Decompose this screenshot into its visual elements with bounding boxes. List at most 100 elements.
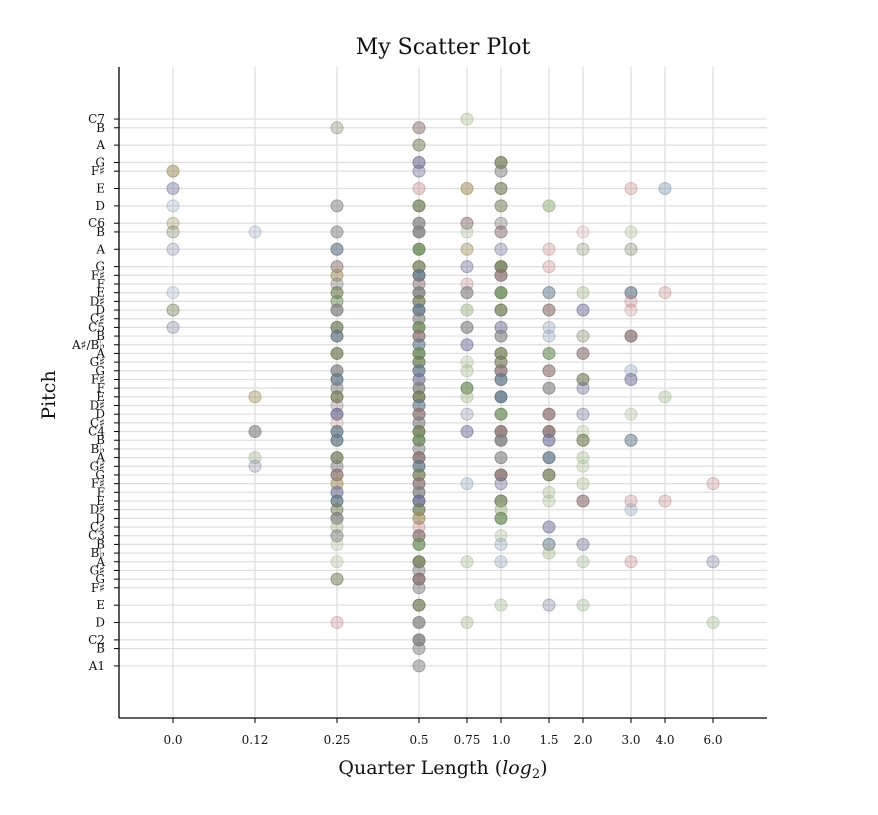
data-point: [576, 346, 590, 360]
data-point: [248, 451, 262, 465]
data-point: [542, 494, 556, 508]
data-point: [494, 477, 508, 491]
y-tick-label: E: [96, 286, 105, 300]
data-point: [330, 303, 344, 317]
data-point: [542, 260, 556, 274]
data-point: [166, 242, 180, 256]
y-tick-label: D: [95, 511, 105, 525]
data-point: [624, 182, 638, 196]
y-tick-label: G: [95, 572, 105, 586]
data-point: [576, 225, 590, 239]
data-point: [494, 372, 508, 386]
data-point: [412, 199, 426, 213]
data-point: [576, 303, 590, 317]
data-point: [624, 294, 638, 308]
data-point: [494, 451, 508, 465]
data-point: [412, 537, 426, 551]
data-point: [624, 494, 638, 508]
x-axis-label-subscript: 2: [532, 767, 540, 782]
data-point: [542, 286, 556, 300]
x-tick-label: 1.0: [491, 733, 510, 747]
y-tick-label: C5: [88, 320, 105, 334]
data-point: [412, 642, 426, 656]
x-tick-label: 3.0: [621, 733, 640, 747]
y-tick-label: C7: [88, 112, 105, 126]
data-point: [330, 329, 344, 343]
data-point: [460, 477, 474, 491]
data-point: [542, 303, 556, 317]
data-point: [460, 182, 474, 196]
data-point: [330, 529, 344, 543]
data-point: [542, 433, 556, 447]
data-point: [542, 520, 556, 534]
data-point: [624, 503, 638, 517]
data-point: [542, 468, 556, 482]
x-axis-label-close: ): [540, 757, 547, 779]
data-point: [706, 616, 720, 630]
y-tick-label: A: [95, 451, 105, 465]
data-point: [658, 286, 672, 300]
x-axis-label-math: log: [502, 757, 532, 779]
data-point: [494, 286, 508, 300]
data-point: [576, 329, 590, 343]
data-point: [658, 182, 672, 196]
data-point: [460, 225, 474, 239]
data-point: [576, 242, 590, 256]
data-point: [494, 598, 508, 612]
y-tick-label: D: [95, 303, 105, 317]
data-point: [542, 242, 556, 256]
data-point: [494, 390, 508, 404]
y-tick-label: A: [95, 555, 105, 569]
data-point: [460, 407, 474, 421]
data-point: [166, 303, 180, 317]
data-point: [624, 329, 638, 343]
data-point: [330, 225, 344, 239]
data-point: [166, 164, 180, 178]
data-point: [166, 286, 180, 300]
y-tick-label: C♯: [90, 520, 105, 534]
data-point: [624, 555, 638, 569]
data-point: [412, 581, 426, 595]
y-axis-label: Pitch: [38, 370, 60, 419]
x-axis-label-text: Quarter Length (: [338, 757, 502, 779]
y-axis-ticks: A1BC2DEF♯GG♯AB♭BC3C♯DD♯EFF♯GG♯AB♭BC4C♯DD…: [71, 112, 119, 673]
data-point: [576, 381, 590, 395]
y-tick-label: B: [96, 433, 105, 447]
data-point: [330, 242, 344, 256]
data-point: [576, 477, 590, 491]
y-tick-label: D: [95, 407, 105, 421]
x-tick-label: 1.5: [539, 733, 558, 747]
y-tick-label: A1: [88, 659, 105, 673]
y-tick-label: B♭: [91, 442, 105, 456]
data-point: [494, 537, 508, 551]
y-tick-label: B: [96, 537, 105, 551]
data-point: [542, 364, 556, 378]
y-tick-label: A: [95, 138, 105, 152]
data-point: [494, 268, 508, 282]
y-tick-label: F♯: [91, 581, 105, 595]
data-point: [494, 511, 508, 525]
data-point: [330, 407, 344, 421]
data-point: [460, 112, 474, 126]
data-point: [166, 216, 180, 230]
data-point: [542, 199, 556, 213]
y-tick-label: C♯: [90, 312, 105, 326]
y-tick-label: D♯: [90, 294, 105, 308]
data-point: [658, 390, 672, 404]
data-point: [576, 433, 590, 447]
y-tick-label: G: [95, 155, 105, 169]
x-tick-label: 2.0: [573, 733, 592, 747]
data-point: [412, 121, 426, 135]
data-point: [624, 225, 638, 239]
y-tick-label: F♯: [91, 268, 105, 282]
data-point: [460, 260, 474, 274]
data-point: [494, 182, 508, 196]
data-point: [494, 199, 508, 213]
data-point: [412, 659, 426, 673]
data-point: [542, 329, 556, 343]
data-point: [412, 138, 426, 152]
data-point: [494, 555, 508, 569]
data-point: [412, 242, 426, 256]
data-point: [330, 121, 344, 135]
data-point: [166, 182, 180, 196]
